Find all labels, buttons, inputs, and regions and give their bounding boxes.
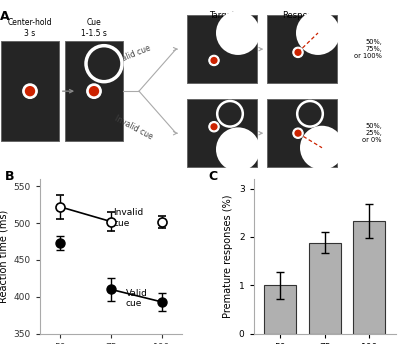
Text: 50%,
25%,
or 0%: 50%, 25%, or 0% [362, 123, 382, 143]
Ellipse shape [296, 11, 340, 55]
Bar [187, 15, 257, 83]
Ellipse shape [297, 101, 323, 127]
Ellipse shape [293, 128, 303, 138]
Ellipse shape [87, 84, 101, 98]
Ellipse shape [294, 49, 302, 56]
Text: 50%,
75%,
or 100%: 50%, 75%, or 100% [354, 39, 382, 59]
Text: C: C [208, 170, 217, 183]
Ellipse shape [86, 46, 122, 82]
Text: Valid
cue: Valid cue [126, 289, 147, 308]
Ellipse shape [86, 46, 122, 82]
Bar [65, 41, 123, 141]
Bar [353, 221, 385, 334]
Ellipse shape [25, 86, 35, 96]
Bar [1, 41, 59, 141]
Ellipse shape [293, 47, 303, 57]
Y-axis label: Premature responses (%): Premature responses (%) [223, 194, 233, 318]
Bar [187, 99, 257, 167]
Ellipse shape [209, 55, 219, 66]
Ellipse shape [216, 11, 260, 55]
Ellipse shape [23, 84, 37, 98]
Ellipse shape [216, 127, 260, 171]
Bar [267, 15, 337, 83]
Ellipse shape [89, 86, 99, 96]
Text: Target: Target [209, 11, 235, 20]
Text: Invalid
cue: Invalid cue [113, 208, 144, 228]
Text: Valid cue: Valid cue [116, 44, 152, 65]
Y-axis label: Reaction time (ms): Reaction time (ms) [0, 209, 8, 303]
Text: Invalid cue: Invalid cue [114, 114, 154, 141]
Ellipse shape [294, 130, 302, 137]
Bar [267, 99, 337, 167]
Bar [264, 285, 296, 334]
Bar [309, 243, 341, 334]
Ellipse shape [210, 123, 218, 130]
Text: Center-hold
3 s: Center-hold 3 s [8, 19, 52, 38]
Ellipse shape [210, 57, 218, 64]
Text: A: A [0, 10, 10, 23]
Text: Cue
1-1.5 s: Cue 1-1.5 s [81, 19, 107, 38]
Text: B: B [4, 170, 14, 183]
Ellipse shape [209, 121, 219, 132]
Text: Response: Response [282, 11, 322, 20]
Ellipse shape [217, 101, 243, 127]
Ellipse shape [300, 126, 344, 170]
